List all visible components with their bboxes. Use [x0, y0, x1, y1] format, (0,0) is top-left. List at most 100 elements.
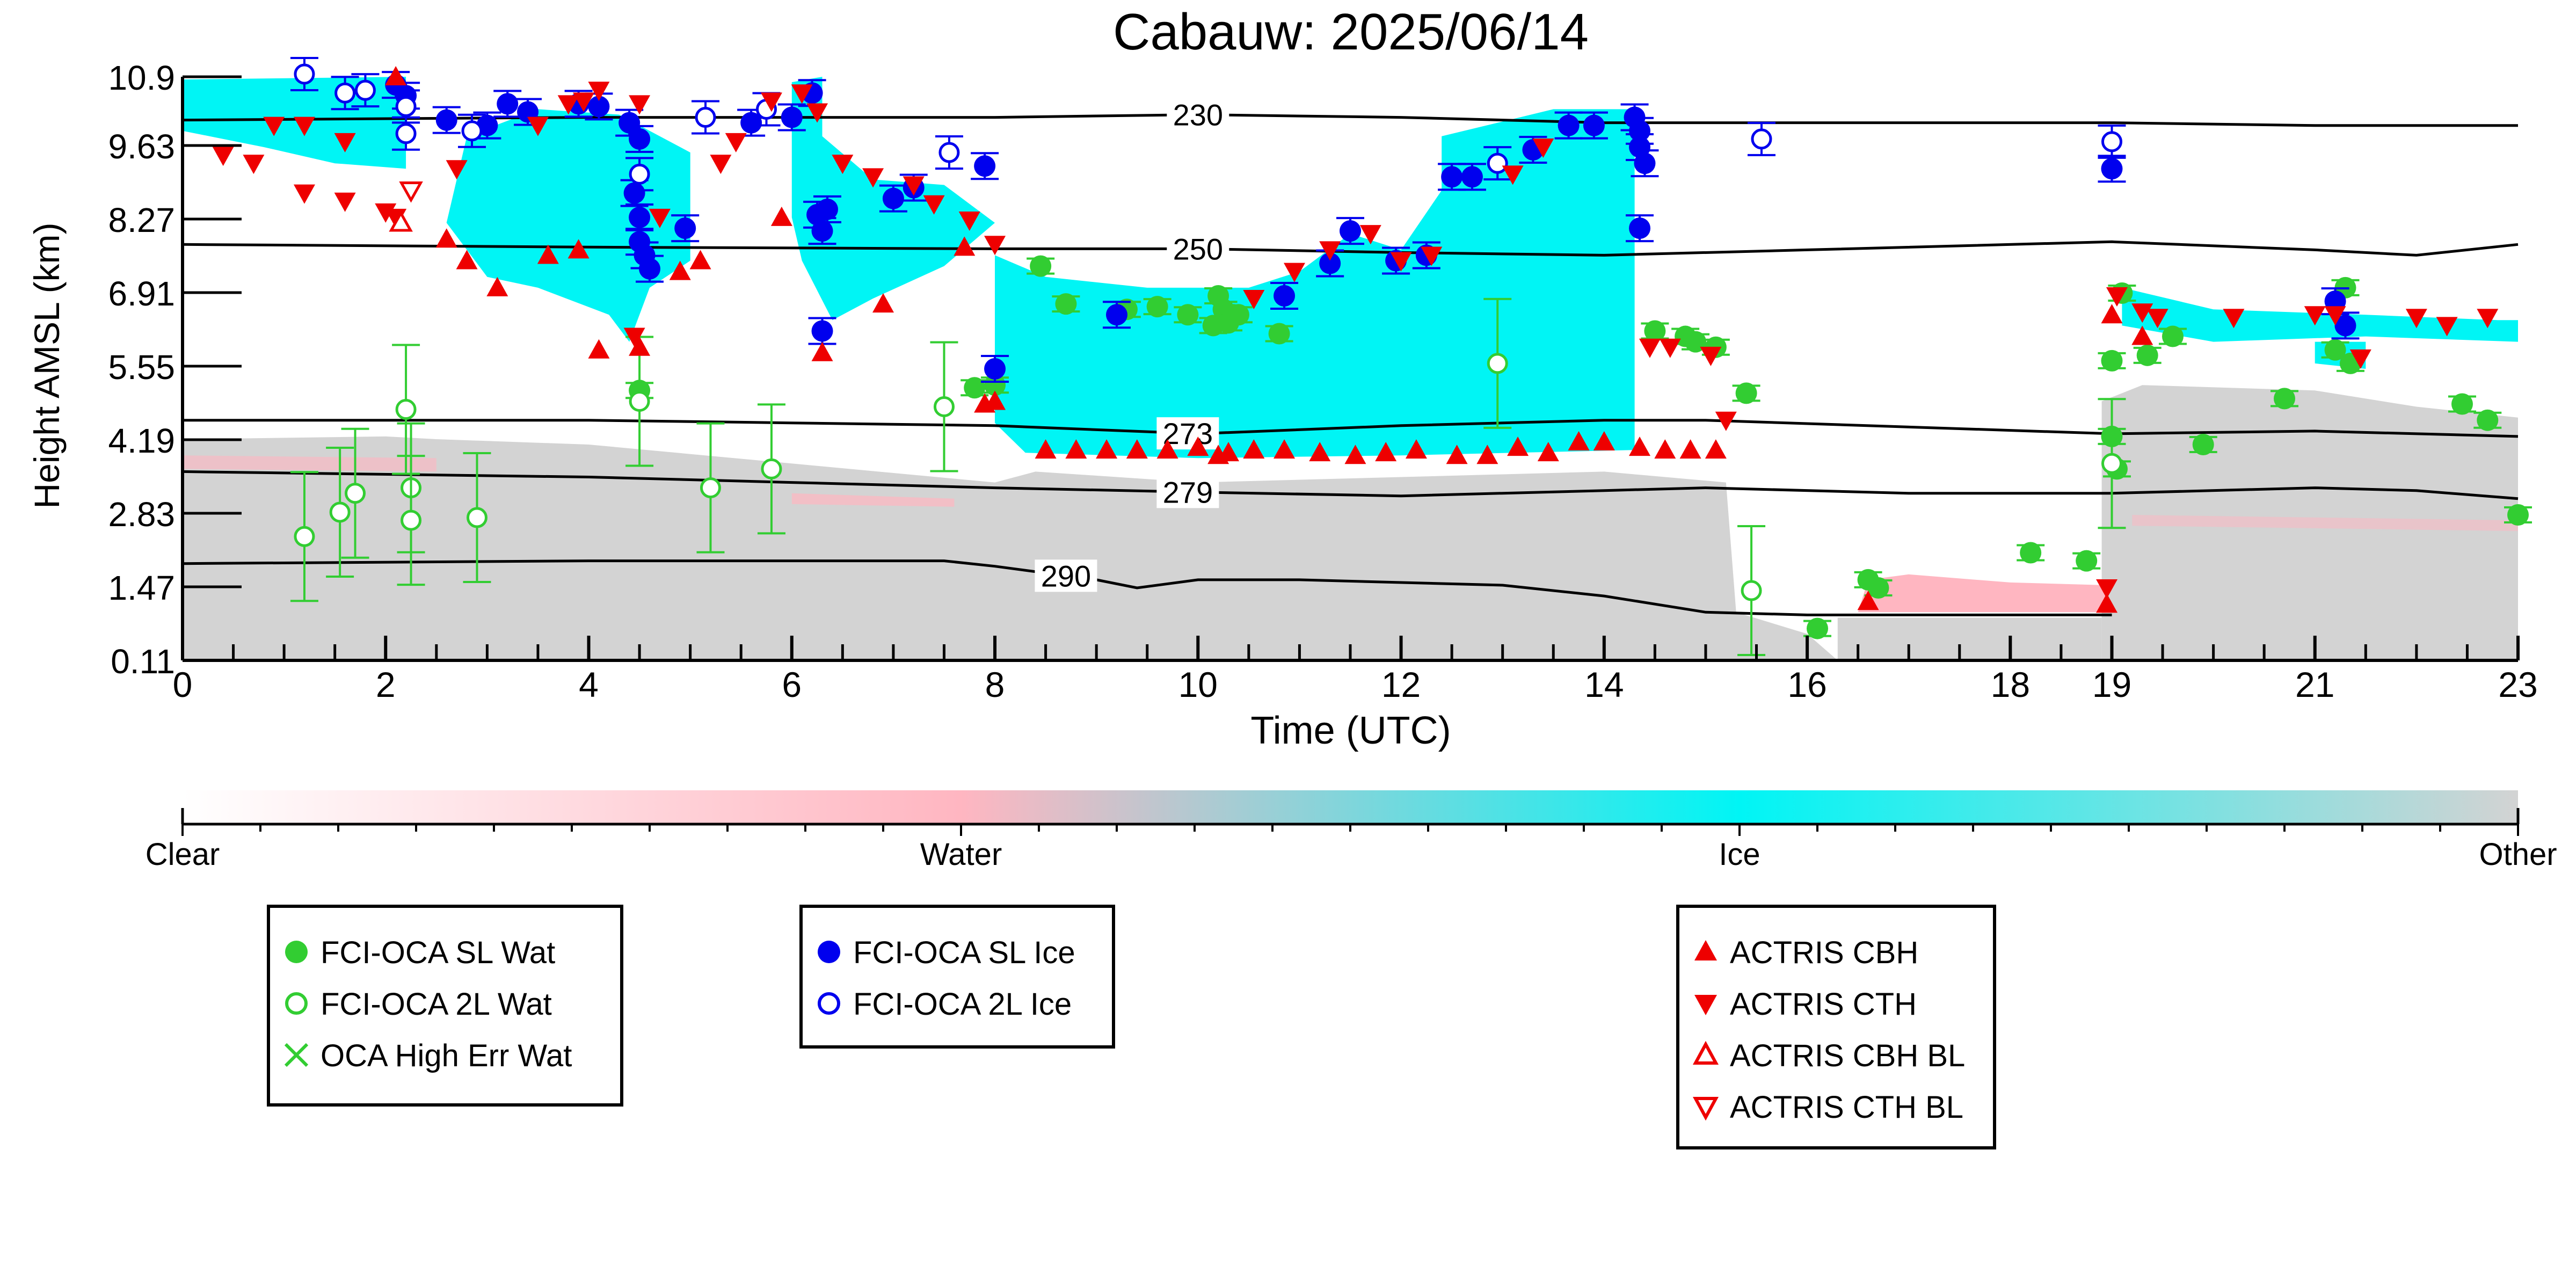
fci-oca-sl-wat-marker [1055, 293, 1077, 315]
y-tick-label: 6.91 [108, 274, 175, 313]
legend-label: ACTRIS CTH BL [1730, 1090, 1963, 1125]
actris-cbh-marker [385, 66, 407, 85]
x-tick-label: 19 [2092, 665, 2131, 704]
actris-cth-marker [293, 184, 315, 204]
actris-cbh-marker [689, 250, 711, 270]
fci-oca-sl-wat-marker [2274, 388, 2295, 410]
actris-cbh-marker [1405, 439, 1427, 459]
fci-oca-sl-wat-marker [1227, 304, 1249, 326]
actris-cbh-marker [1126, 439, 1148, 459]
colorbar-gradient [183, 790, 2518, 824]
x-tick-label: 6 [782, 665, 802, 704]
isotherm-label: 273 [1163, 417, 1213, 450]
fci-oca-2l-ice-marker [1487, 152, 1508, 174]
isotherm-290 [182, 559, 2112, 616]
x-tick-label: 14 [1584, 665, 1624, 704]
fci-oca-sl-ice-marker [629, 206, 651, 228]
fci-oca-sl-ice-marker [674, 217, 696, 239]
fci-oca-sl-ice-marker [1583, 114, 1605, 136]
fci-oca-sl-wat-marker [1177, 304, 1199, 326]
actris-cbh-marker [1537, 442, 1559, 462]
fci-oca-2l-wat-marker [1741, 580, 1762, 601]
actris-cbh-marker [588, 339, 610, 359]
fci-oca-2l-wat-marker [761, 458, 782, 479]
fci-oca-sl-wat-marker [2136, 344, 2158, 366]
actris-cth-marker [1502, 165, 1524, 185]
actris-cth-marker [1390, 252, 1412, 272]
actris-cth-marker [527, 117, 549, 136]
actris-cth-marker [573, 92, 595, 112]
isotherm-label-bg [1156, 476, 1219, 508]
isotherm-250 [182, 240, 2519, 257]
fci-oca-sl-ice-marker [1634, 152, 1656, 174]
actris-cth-marker [629, 95, 651, 115]
actris-cbh-marker [1156, 439, 1178, 459]
actris-cbh-bl-marker [389, 210, 413, 232]
legend-marker [818, 941, 840, 963]
ice-region [995, 109, 1635, 459]
legend-marker [1694, 995, 1717, 1015]
legend-label: OCA High Err Wat [321, 1038, 572, 1073]
fci-oca-sl-ice-marker [1106, 304, 1127, 326]
x-tick-label: 18 [1991, 665, 2030, 704]
actris-cbh-marker [1593, 431, 1615, 451]
colorbar-label: Water [920, 837, 1002, 872]
legend-label: ACTRIS CTH [1730, 987, 1917, 1022]
isotherm-label: 230 [1173, 98, 1223, 132]
fci-oca-sl-wat-marker [2451, 393, 2473, 415]
y-tick-label: 8.27 [108, 201, 175, 239]
actris-cbh-marker [1243, 439, 1265, 459]
y-tick-label: 1.47 [108, 569, 175, 607]
actris-cbh-marker [1096, 439, 1118, 459]
actris-cbh-marker [1218, 442, 1240, 462]
legend-label: FCI-OCA SL Wat [321, 935, 555, 970]
fci-oca-sl-wat-marker [1268, 323, 1290, 345]
fci-oca-2l-wat-marker [329, 501, 351, 523]
actris-cbh-marker [954, 236, 976, 256]
actris-cbh-marker [2101, 304, 2123, 324]
y-tick-label: 10.9 [108, 59, 175, 97]
fci-oca-sl-ice-marker [1319, 252, 1341, 274]
cloud-phase-background [183, 77, 2518, 660]
colorbar-label: Other [2479, 837, 2557, 872]
actris-cth-marker [446, 160, 468, 180]
actris-cbh-marker [1035, 439, 1057, 459]
actris-cbh-marker [456, 250, 478, 270]
isotherm-label: 279 [1163, 475, 1213, 509]
actris-cth-marker [2304, 306, 2326, 326]
y-tick-label: 0.11 [111, 642, 175, 681]
actris-cbh-marker [1274, 439, 1296, 459]
actris-cbh-marker [1344, 445, 1366, 464]
fci-oca-2l-ice-marker [2101, 131, 2122, 152]
fci-oca-2l-ice-marker [354, 79, 376, 101]
x-tick-label: 12 [1381, 665, 1421, 704]
actris-cth-marker [806, 103, 828, 123]
fci-oca-sl-ice-marker [497, 93, 519, 115]
actris-cth-marker [862, 168, 884, 188]
actris-cbh-marker [629, 336, 651, 356]
fci-oca-2l-ice-marker [395, 96, 417, 117]
actris-cbh-marker [872, 293, 894, 313]
actris-cth-marker [2477, 309, 2499, 329]
actris-cth-marker [710, 155, 732, 174]
legend-label: ACTRIS CBH [1730, 935, 1918, 970]
x-tick-label: 21 [2295, 665, 2334, 704]
actris-cth-bl-marker [399, 181, 423, 203]
actris-cth-marker [2349, 349, 2371, 369]
fci-oca-sl-ice-marker [2334, 315, 2356, 337]
fci-oca-sl-wat-marker [2020, 542, 2042, 564]
isotherm-label: 250 [1173, 232, 1223, 266]
actris-cth-marker [760, 92, 782, 112]
actris-cth-marker [557, 95, 579, 115]
actris-cbh-marker [770, 206, 792, 226]
fci-oca-sl-ice-marker [811, 320, 833, 342]
actris-cth-marker [923, 195, 945, 215]
y-tick-label: 2.83 [108, 495, 175, 534]
actris-cth-marker [2106, 287, 2128, 307]
legend-marker [1692, 1040, 1719, 1065]
actris-cbh-marker [1375, 442, 1397, 462]
actris-cbh-marker [1446, 445, 1468, 464]
ice-region [446, 109, 690, 342]
fci-oca-sl-ice-marker [1340, 220, 1361, 242]
actris-cth-marker [958, 211, 980, 231]
